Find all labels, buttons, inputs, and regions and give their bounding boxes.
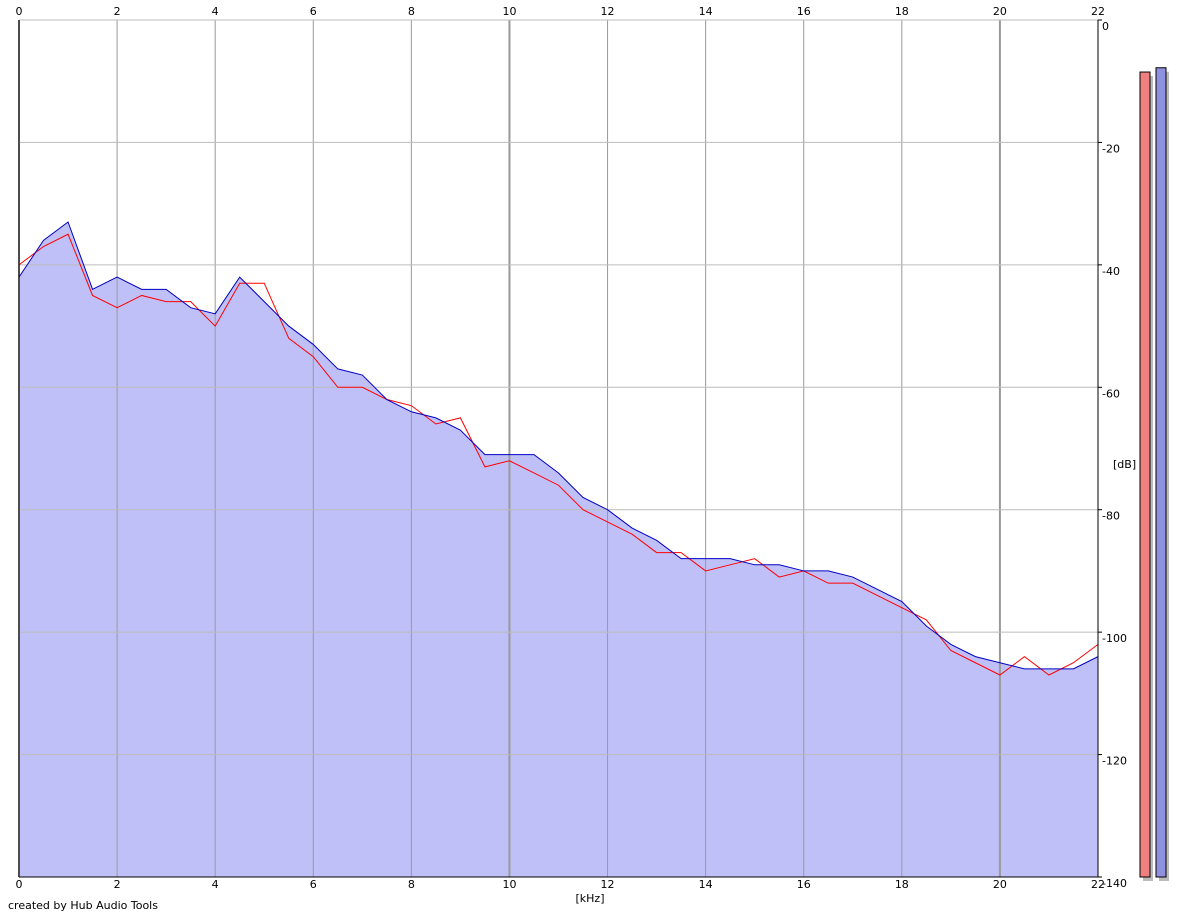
x-axis-label: [kHz] (576, 892, 605, 905)
meter (1155, 67, 1167, 878)
x-tick-label: 16 (797, 5, 811, 18)
y-axis-label: [dB] (1113, 458, 1136, 471)
x-tick-label: 14 (699, 5, 713, 18)
x-tick-label: 8 (408, 5, 415, 18)
x-tick-label: 16 (797, 878, 811, 891)
y-tick-label: -100 (1102, 632, 1127, 645)
x-tick-label: 20 (993, 878, 1007, 891)
series-line (18, 221, 1099, 670)
x-tick-label: 22 (1091, 878, 1105, 891)
x-tick-label: 0 (16, 5, 23, 18)
x-tick-label: 6 (310, 878, 317, 891)
x-tick-label: 22 (1091, 5, 1105, 18)
x-tick-label: 6 (310, 5, 317, 18)
x-tick-label: 4 (212, 5, 219, 18)
y-tick-label: -140 (1102, 877, 1127, 890)
y-tick-label: -20 (1102, 142, 1120, 155)
x-tick-label: 10 (502, 878, 516, 891)
x-tick-label: 18 (895, 5, 909, 18)
x-tick-label: 4 (212, 878, 219, 891)
credit: created by Hub Audio Tools (8, 899, 158, 912)
x-tick-label: 2 (114, 5, 121, 18)
y-tick-label: -60 (1102, 387, 1120, 400)
y-tick-label: 0 (1102, 20, 1109, 33)
x-tick-label: 12 (601, 878, 615, 891)
x-tick-label: 20 (993, 5, 1007, 18)
y-tick-label: -120 (1102, 755, 1127, 768)
x-tick-label: 10 (502, 5, 516, 18)
x-tick-label: 14 (699, 878, 713, 891)
area (19, 222, 1098, 877)
x-tick-label: 8 (408, 878, 415, 891)
x-tick-label: 2 (114, 878, 121, 891)
x-tick-label: 12 (601, 5, 615, 18)
y-tick-label: -80 (1102, 510, 1120, 523)
x-tick-label: 18 (895, 878, 909, 891)
x-tick-label: 0 (16, 878, 23, 891)
meter (1139, 71, 1151, 878)
y-tick-label: -40 (1102, 265, 1120, 278)
